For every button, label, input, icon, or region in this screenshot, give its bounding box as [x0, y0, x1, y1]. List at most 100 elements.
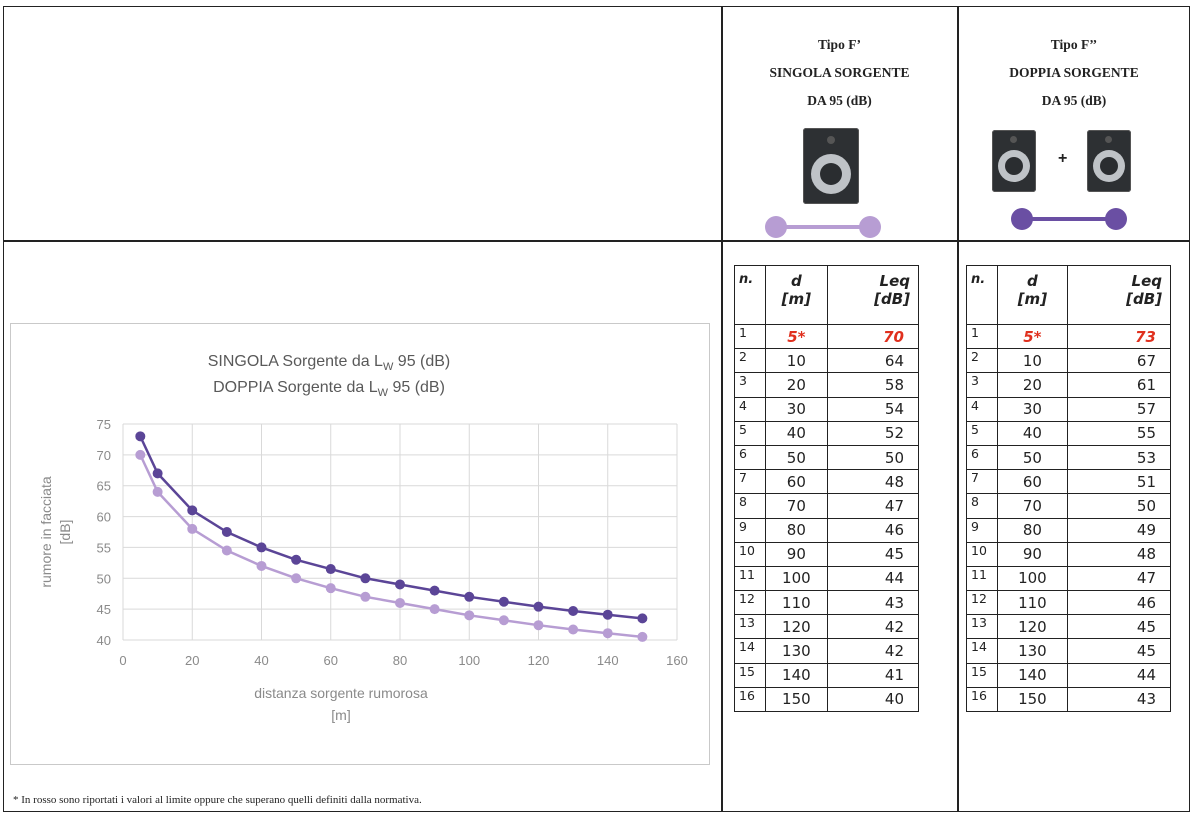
data-point-single — [325, 583, 336, 594]
series-line-single — [139, 454, 643, 639]
table-header-row: n. d [m] Leq [dB] — [966, 265, 1172, 325]
cell-leq: 43 — [826, 590, 920, 616]
data-point-single — [637, 631, 648, 642]
cell-leq: 48 — [826, 469, 920, 495]
cell-distance: 5* — [997, 323, 1068, 350]
legend-dot-single — [765, 216, 787, 238]
data-point-double — [568, 605, 579, 616]
footnote: * In rosso sono riportati i valori al li… — [13, 794, 422, 806]
data-point-double — [429, 585, 440, 596]
cell-distance: 90 — [997, 541, 1068, 567]
cell-n: 3 — [966, 372, 998, 398]
cell-distance: 100 — [997, 565, 1068, 592]
cell-leq: 54 — [826, 396, 920, 422]
cell-distance: 20 — [997, 372, 1068, 398]
table-row: 11 100 47 — [966, 565, 1172, 592]
col-header-n: n. — [734, 265, 766, 325]
table-row: 7 60 48 — [734, 469, 920, 495]
table-row: 4 30 54 — [734, 396, 920, 422]
cell-n: 13 — [734, 614, 766, 640]
cell-n: 9 — [734, 517, 766, 543]
cell-distance: 110 — [765, 590, 828, 616]
table-row: 1 5* 73 — [966, 323, 1172, 350]
table-row: 14 130 45 — [966, 638, 1172, 664]
x-tick-label: 160 — [666, 653, 688, 668]
x-axis-label: distanza sorgente rumorosa — [254, 685, 428, 701]
y-axis-label: rumore in facciata — [38, 476, 54, 587]
data-point-double — [602, 609, 613, 620]
data-point-single — [135, 449, 146, 460]
cell-n: 12 — [966, 590, 998, 616]
divider — [3, 240, 1190, 242]
table-row: 15 140 44 — [966, 662, 1172, 688]
cell-n: 11 — [734, 565, 766, 592]
cell-leq: 73 — [1066, 323, 1172, 350]
legend-dot-single — [859, 216, 881, 238]
col-header-d: d [m] — [997, 265, 1068, 325]
cell-leq: 40 — [826, 686, 920, 713]
table-row: 13 120 42 — [734, 614, 920, 640]
y-tick-label: 60 — [97, 510, 111, 525]
x-tick-label: 120 — [528, 653, 550, 668]
cell-n: 10 — [966, 541, 998, 567]
cell-leq: 44 — [826, 565, 920, 592]
cell-n: 12 — [734, 590, 766, 616]
y-tick-label: 45 — [97, 602, 111, 617]
cell-distance: 10 — [997, 348, 1068, 374]
cell-leq: 70 — [826, 323, 920, 350]
cell-distance: 60 — [765, 469, 828, 495]
data-point-single — [152, 486, 163, 497]
legend-line-single — [776, 225, 878, 229]
cell-leq: 64 — [826, 348, 920, 374]
outer-frame — [3, 6, 1190, 812]
cell-distance: 20 — [765, 372, 828, 398]
data-point-double — [637, 613, 648, 624]
cell-leq: 57 — [1066, 396, 1172, 422]
header-single-title: SINGOLA SORGENTE — [769, 65, 910, 80]
table-single: n. d [m] Leq [dB] 1 5* 70 2 10 64 3 20 58 4 30 54 5 40 52 6 5… — [734, 265, 920, 713]
table-row: 6 50 50 — [734, 444, 920, 471]
cell-leq: 45 — [1066, 614, 1172, 640]
data-point-single — [256, 560, 267, 571]
cell-leq: 48 — [1066, 541, 1172, 567]
cell-n: 5 — [966, 420, 998, 446]
speaker-icon — [803, 128, 859, 204]
plus-sign: + — [1058, 150, 1068, 167]
header-double-level: DA 95 (dB) — [1041, 93, 1107, 108]
cell-distance: 50 — [997, 444, 1068, 471]
cell-leq: 51 — [1066, 469, 1172, 495]
table-row: 2 10 67 — [966, 348, 1172, 374]
chart-title: SINGOLA Sorgente da LW 95 (dB) — [208, 353, 451, 373]
speaker-icon — [992, 130, 1036, 192]
cell-leq: 50 — [826, 444, 920, 471]
x-tick-label: 40 — [254, 653, 268, 668]
data-point-double — [360, 573, 371, 584]
cell-leq: 46 — [1066, 590, 1172, 616]
table-row: 10 90 48 — [966, 541, 1172, 567]
x-axis-unit: [m] — [331, 707, 350, 723]
cell-leq: 58 — [826, 372, 920, 398]
cell-distance: 150 — [997, 686, 1068, 713]
data-point-double — [256, 542, 267, 553]
cell-n: 16 — [734, 686, 766, 713]
x-tick-label: 80 — [393, 653, 407, 668]
cell-distance: 80 — [765, 517, 828, 543]
cell-leq: 50 — [1066, 493, 1172, 519]
col-header-d: d [m] — [765, 265, 828, 325]
cell-leq: 67 — [1066, 348, 1172, 374]
table-row: 3 20 61 — [966, 372, 1172, 398]
table-row: 8 70 47 — [734, 493, 920, 519]
data-point-single — [602, 628, 613, 639]
data-point-double — [395, 579, 405, 590]
divider — [721, 6, 723, 812]
cell-n: 11 — [966, 565, 998, 592]
cell-leq: 47 — [1066, 565, 1172, 592]
y-tick-label: 50 — [97, 571, 111, 586]
col-header-leq: Leq [dB] — [826, 265, 920, 325]
cell-n: 16 — [966, 686, 998, 713]
header-single-type: Tipo F’ — [818, 37, 861, 52]
cell-distance: 70 — [997, 493, 1068, 519]
cell-n: 8 — [966, 493, 998, 519]
cell-leq: 47 — [826, 493, 920, 519]
cell-distance: 70 — [765, 493, 828, 519]
